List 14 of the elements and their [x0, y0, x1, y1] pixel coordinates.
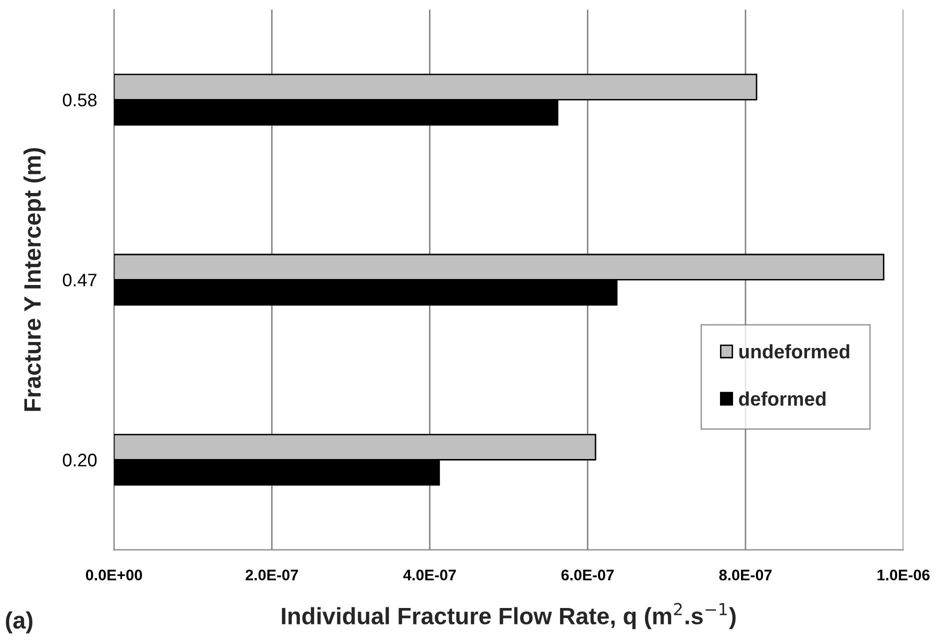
y-axis-title: Fracture Y Intercept (m)	[24, 148, 46, 411]
x-axis-title: Individual Fracture Flow Rate, q (m$^{2}$.s$^{−1}$)	[282, 602, 736, 630]
legend-label: undeformed	[739, 344, 850, 358]
x-tick-label: 1.0E-06	[878, 570, 930, 580]
x-tick-label: 0.0E+00	[86, 570, 142, 580]
x-tick-label: 8.0E-07	[719, 570, 772, 580]
x-tick-label: 4.0E-07	[403, 570, 456, 580]
text: (a)	[6, 611, 32, 634]
y-tick-label: 0.20	[62, 454, 97, 466]
legend-label: deformed	[738, 392, 826, 406]
x-tick-label: 6.0E-07	[561, 570, 614, 580]
y-tick-label: 0.47	[62, 274, 96, 286]
x-tick-label: 2.0E-07	[246, 570, 298, 580]
y-tick-label: 0.58	[62, 94, 97, 106]
